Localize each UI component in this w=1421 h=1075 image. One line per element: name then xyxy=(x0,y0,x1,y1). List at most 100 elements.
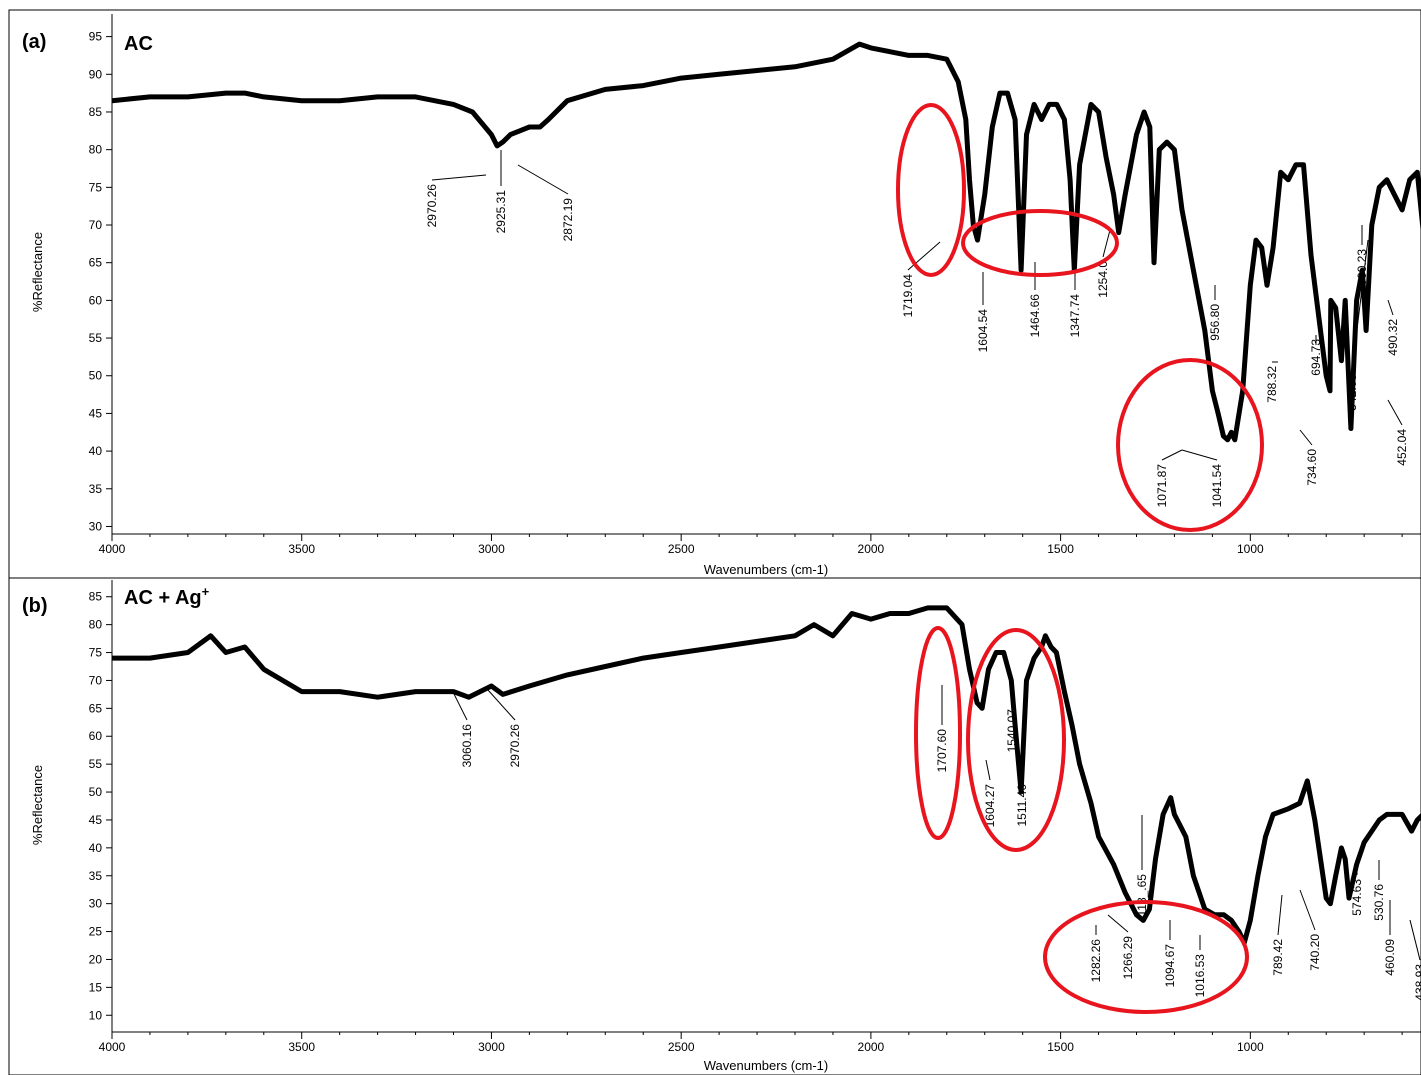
b-peak-label: 1016.53 xyxy=(1193,935,1207,997)
panel-b-highlight-1707 xyxy=(914,626,962,840)
a-peak-label: 734.60 xyxy=(1299,429,1319,486)
svg-text:460.09: 460.09 xyxy=(1383,939,1397,976)
a-peak-label: 2970.26 xyxy=(425,174,487,228)
b-y-tick-label: 65 xyxy=(89,701,103,715)
a-y-tick-label: 75 xyxy=(89,180,103,194)
b-peak-label: 1266.29 xyxy=(1107,914,1135,980)
svg-text:1719.04: 1719.04 xyxy=(901,274,915,318)
b-y-tick-label: 15 xyxy=(89,980,103,994)
a-x-tick-label: 1500 xyxy=(1047,542,1074,556)
a-y-tick-label: 60 xyxy=(89,293,103,307)
panel-a-spectrum-line xyxy=(111,41,1421,443)
b-y-tick-label: 45 xyxy=(89,813,103,827)
b-x-tick-label: 1500 xyxy=(1047,1040,1074,1054)
a-x-tick-label: 2500 xyxy=(668,542,695,556)
a-peak-label: 490.32 xyxy=(1386,299,1400,356)
svg-text:788.32: 788.32 xyxy=(1265,366,1279,403)
svg-text:734.60: 734.60 xyxy=(1305,449,1319,486)
a-x-tick-label: 1000 xyxy=(1237,542,1264,556)
b-peak-label: 1540.07 xyxy=(1005,690,1019,752)
b-peak-label: 530.76 xyxy=(1372,860,1386,921)
a-peak-label: 1347.74 xyxy=(1068,240,1082,337)
panel-a-highlight-1464 xyxy=(961,209,1119,277)
b-x-tick-label: 3500 xyxy=(288,1040,315,1054)
b-peak-label: 1707.60 xyxy=(935,685,949,772)
svg-text:694.73: 694.73 xyxy=(1309,339,1323,376)
a-y-tick-label: 50 xyxy=(89,369,103,383)
a-y-tick-label: 45 xyxy=(89,406,103,420)
svg-text:118_.65: 118_.65 xyxy=(1135,874,1149,917)
svg-text:542.03: 542.03 xyxy=(1345,374,1359,411)
b-y-tick-label: 25 xyxy=(89,925,103,939)
a-y-tick-label: 35 xyxy=(89,482,103,496)
a-y-tick-label: 55 xyxy=(89,331,103,345)
svg-text:1604.27: 1604.27 xyxy=(983,784,997,828)
a-peak-label: 788.32 xyxy=(1265,361,1279,403)
b-peak-label: 438.93 xyxy=(1409,919,1421,1001)
svg-text:1464.66: 1464.66 xyxy=(1028,294,1042,338)
a-peak-label: 600.23 xyxy=(1355,225,1369,286)
svg-text:530.76: 530.76 xyxy=(1372,884,1386,921)
b-x-tick-label: 2500 xyxy=(668,1040,695,1054)
panel-b-highlight-1540 xyxy=(966,628,1066,852)
panel-a-sample-label: AC xyxy=(124,33,153,55)
b-peak-label: 118_.65 xyxy=(1135,815,1149,917)
svg-text:2872.19: 2872.19 xyxy=(561,198,575,242)
panel-b-sample-label: AC + Ag+ xyxy=(124,584,210,609)
b-y-tick-label: 20 xyxy=(89,952,103,966)
b-peak-label: 1511.46 xyxy=(1015,739,1029,827)
panel-b-spectrum-line xyxy=(112,605,1421,946)
a-peak-label: 956.80 xyxy=(1208,285,1222,341)
svg-text:789.42: 789.42 xyxy=(1271,939,1285,976)
a-x-tick-label: 3500 xyxy=(288,542,315,556)
a-peak-label: 1041.54 xyxy=(1181,449,1224,507)
b-y-tick-label: 10 xyxy=(89,1008,103,1022)
b-peak-label: 1604.27 xyxy=(983,759,997,828)
panel-a-peak-annotations: 2970.26 2925.31 2872.19 1719.04 1604.54 1464.… xyxy=(425,150,1409,507)
panel-a-y-axis-label: %Reflectance xyxy=(30,232,45,312)
svg-text:740.20: 740.20 xyxy=(1308,934,1322,971)
panel-b-y-axis-label: %Reflectance xyxy=(30,765,45,845)
svg-text:2970.26: 2970.26 xyxy=(508,724,522,768)
a-y-tick-label: 95 xyxy=(89,30,103,44)
panel-b-ticks: 4000350030002500200015001000500101520253… xyxy=(89,590,1403,1054)
svg-text:1254.0: 1254.0 xyxy=(1096,261,1110,298)
b-y-tick-label: 50 xyxy=(89,785,103,799)
panel-b: 4000350030002500200015001000500101520253… xyxy=(8,577,1421,1075)
panel-b-x-axis-label: Wavenumbers (cm-1) xyxy=(704,1058,828,1073)
a-x-tick-label: 4000 xyxy=(99,542,126,556)
panel-b-sample-label-sup: + xyxy=(202,584,210,599)
svg-text:600.23: 600.23 xyxy=(1355,249,1369,286)
b-peak-label: 740.20 xyxy=(1299,889,1322,971)
panel-a-highlight-1071 xyxy=(1116,358,1264,532)
b-x-tick-label: 2000 xyxy=(858,1040,885,1054)
b-peak-label: 574.63 xyxy=(1350,860,1364,916)
a-peak-label: 694.73 xyxy=(1309,335,1323,376)
svg-text:2925.31: 2925.31 xyxy=(494,190,508,234)
b-y-tick-label: 60 xyxy=(89,729,103,743)
a-peak-label: 2872.19 xyxy=(517,164,575,242)
b-y-tick-label: 55 xyxy=(89,757,103,771)
a-peak-label: 1071.87 xyxy=(1155,449,1183,508)
panel-a-ticks: 4000350030002500200015001000500303540455… xyxy=(89,30,1403,556)
svg-text:1282.26: 1282.26 xyxy=(1089,939,1103,983)
a-y-tick-label: 40 xyxy=(89,444,103,458)
a-y-tick-label: 80 xyxy=(89,143,103,157)
svg-text:1604.54: 1604.54 xyxy=(976,309,990,353)
b-y-tick-label: 70 xyxy=(89,673,103,687)
b-x-tick-label: 1000 xyxy=(1237,1040,1264,1054)
b-x-tick-label: 3000 xyxy=(478,1040,505,1054)
b-peak-label: 460.09 xyxy=(1383,900,1397,976)
a-y-tick-label: 65 xyxy=(89,256,103,270)
panel-b-highlight-1282 xyxy=(1043,900,1249,1014)
panel-a: 4000350030002500200015001000500303540455… xyxy=(8,9,1421,579)
panel-a-highlight-1719 xyxy=(896,103,966,277)
a-y-tick-label: 85 xyxy=(89,105,103,119)
a-y-tick-label: 30 xyxy=(89,519,103,533)
a-peak-label: 542.03 xyxy=(1345,239,1369,411)
svg-text:438.93: 438.93 xyxy=(1413,964,1421,1001)
svg-text:1071.87: 1071.87 xyxy=(1155,464,1169,508)
svg-text:2970.26: 2970.26 xyxy=(425,184,439,228)
svg-text:1266.29: 1266.29 xyxy=(1121,936,1135,980)
b-peak-label: 3060.16 xyxy=(451,689,474,767)
